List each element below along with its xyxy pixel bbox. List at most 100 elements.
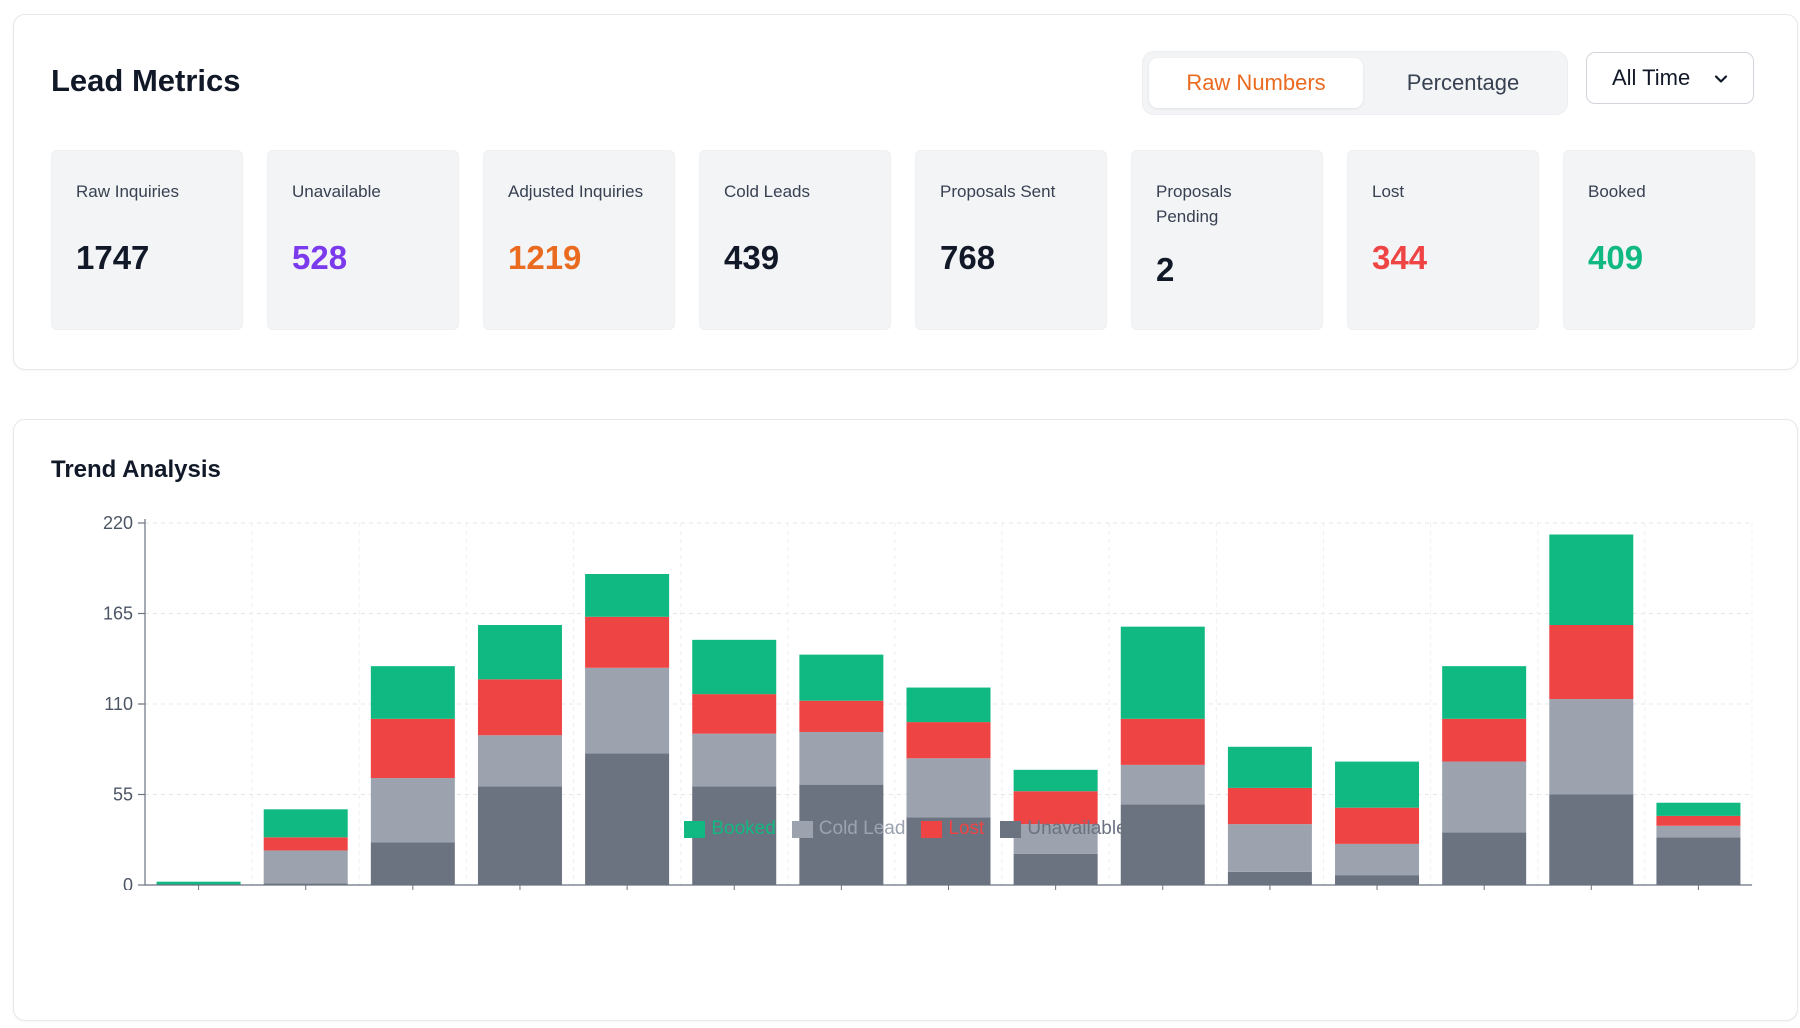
metric-value: 409 <box>1588 239 1644 276</box>
chevron-down-icon <box>1714 75 1728 83</box>
bar-unavailable-2025[interactable] <box>1549 794 1634 886</box>
legend-item-booked[interactable]: Booked <box>684 818 776 840</box>
legend-item-cold-lead[interactable]: Cold Lead <box>791 818 906 840</box>
page-title: Lead Metrics <box>51 63 241 98</box>
legend-label: Cold Lead <box>818 818 906 839</box>
metric-card-proposals-sent: Proposals Sent 768 <box>915 150 1107 330</box>
bar-cold-lead-2019[interactable] <box>906 758 991 818</box>
view-mode-toggle: Raw Numbers Percentage <box>1142 51 1568 115</box>
legend-swatch <box>684 820 706 838</box>
bar-cold-lead-2025[interactable] <box>1549 699 1634 795</box>
bar-lost-2017[interactable] <box>692 694 777 734</box>
bar-unavailable-2024[interactable] <box>1442 832 1527 885</box>
bar-lost-2020[interactable] <box>1013 791 1098 825</box>
bar-lost-2014[interactable] <box>370 718 455 779</box>
trend-chart: 2012201320142015201620172018201920202021… <box>103 513 1753 890</box>
bar-cold-lead-2017[interactable] <box>692 733 777 787</box>
bar-cold-lead-2022[interactable] <box>1227 824 1312 872</box>
metric-label: Raw Inquiries <box>76 182 179 201</box>
bar-booked-2022[interactable] <box>1227 746 1312 788</box>
bar-booked-2025[interactable] <box>1549 534 1634 626</box>
bar-lost-2021[interactable] <box>1120 718 1205 765</box>
bar-cold-lead-2014[interactable] <box>370 778 455 843</box>
metric-label: Cold Leads <box>724 182 811 201</box>
metric-label: Proposals Sent <box>940 182 1056 201</box>
bar-unavailable-2016[interactable] <box>585 753 670 885</box>
metric-card-booked: Booked 409 <box>1563 150 1755 330</box>
bar-unavailable-2015[interactable] <box>477 786 562 885</box>
bar-booked-2020[interactable] <box>1013 769 1098 792</box>
metric-card-unavailable: Unavailable 528 <box>267 150 459 330</box>
bar-cold-lead-2021[interactable] <box>1120 764 1205 805</box>
bar-unavailable-2018[interactable] <box>799 784 884 885</box>
bar-cold-lead-2026[interactable] <box>1656 825 1741 838</box>
time-range-value: All Time <box>1612 65 1691 90</box>
trend-analysis-card: Trend Analysis 2012201320142015201620172… <box>13 419 1798 1021</box>
bar-unavailable-2022[interactable] <box>1227 871 1312 885</box>
bar-lost-2019[interactable] <box>906 722 991 759</box>
bar-unavailable-2026[interactable] <box>1656 837 1741 885</box>
bar-unavailable-2013[interactable] <box>263 883 348 885</box>
legend-item-unavailable[interactable]: Unavailable <box>1000 818 1127 840</box>
metric-card-raw-inquiries: Raw Inquiries 1747 <box>51 150 243 330</box>
metric-label: Proposals Pending <box>1156 182 1232 226</box>
raw-numbers-tab[interactable]: Raw Numbers <box>1149 58 1363 108</box>
bar-cold-lead-2020[interactable] <box>1013 824 1098 854</box>
bar-unavailable-2021[interactable] <box>1120 804 1205 885</box>
metric-value: 1747 <box>76 239 150 276</box>
bar-lost-2026[interactable] <box>1656 815 1741 826</box>
bar-unavailable-2014[interactable] <box>370 842 455 885</box>
lead-metrics-card: Lead Metrics Raw Numbers Percentage All … <box>13 14 1798 370</box>
bar-lost-2025[interactable] <box>1549 625 1634 700</box>
metric-label: Booked <box>1588 182 1646 201</box>
legend-label: Booked <box>711 818 776 839</box>
y-tick-label: 110 <box>104 694 133 714</box>
bar-lost-2023[interactable] <box>1335 807 1420 844</box>
bar-booked-2023[interactable] <box>1335 761 1420 808</box>
bar-lost-2015[interactable] <box>477 679 562 736</box>
bar-booked-2024[interactable] <box>1442 666 1527 719</box>
y-tick-label: 55 <box>113 785 133 805</box>
bar-booked-2021[interactable] <box>1120 626 1205 719</box>
chart-legend: Booked Cold Lead Lost Unavailable <box>14 818 1797 840</box>
bar-lost-2016[interactable] <box>585 616 670 668</box>
legend-item-lost[interactable]: Lost <box>921 818 984 840</box>
y-tick-label: 165 <box>103 604 133 624</box>
percentage-tab[interactable]: Percentage <box>1406 70 1520 95</box>
metric-card-cold-leads: Cold Leads 439 <box>699 150 891 330</box>
bar-unavailable-2019[interactable] <box>906 817 991 885</box>
bar-cold-lead-2018[interactable] <box>799 731 884 785</box>
bar-lost-2018[interactable] <box>799 700 884 732</box>
bar-lost-2013[interactable] <box>263 837 348 851</box>
bar-booked-2014[interactable] <box>370 666 455 719</box>
bar-lost-2022[interactable] <box>1227 787 1312 825</box>
bar-booked-2017[interactable] <box>692 639 777 695</box>
bar-booked-2013[interactable] <box>263 809 348 838</box>
bar-booked-2018[interactable] <box>799 654 884 701</box>
bar-cold-lead-2013[interactable] <box>263 850 348 884</box>
bar-booked-2012[interactable] <box>156 881 241 885</box>
bar-unavailable-2020[interactable] <box>1013 853 1098 885</box>
metric-card-proposals-pending: Proposals Pending 2 <box>1131 150 1323 330</box>
bar-cold-lead-2016[interactable] <box>585 667 670 754</box>
metric-card-lost: Lost 344 <box>1347 150 1539 330</box>
chart-title: Trend Analysis <box>51 456 221 483</box>
bar-cold-lead-2024[interactable] <box>1442 761 1527 833</box>
metric-value: 344 <box>1372 239 1428 276</box>
bar-lost-2024[interactable] <box>1442 718 1527 762</box>
bar-cold-lead-2023[interactable] <box>1335 843 1420 876</box>
metric-value: 768 <box>940 239 996 276</box>
bar-unavailable-2023[interactable] <box>1335 875 1420 885</box>
metric-label: Lost <box>1372 182 1405 201</box>
bar-booked-2016[interactable] <box>585 574 670 617</box>
y-tick-label: 0 <box>123 875 133 890</box>
bar-booked-2026[interactable] <box>1656 802 1741 816</box>
time-range-select[interactable]: All Time <box>1586 52 1754 104</box>
metric-value: 1219 <box>508 239 582 276</box>
legend-swatch <box>1000 820 1022 838</box>
metric-value: 439 <box>724 239 780 276</box>
bar-booked-2015[interactable] <box>477 625 562 680</box>
bar-unavailable-2017[interactable] <box>692 786 777 885</box>
bar-cold-lead-2015[interactable] <box>477 735 562 787</box>
bar-booked-2019[interactable] <box>906 687 991 723</box>
